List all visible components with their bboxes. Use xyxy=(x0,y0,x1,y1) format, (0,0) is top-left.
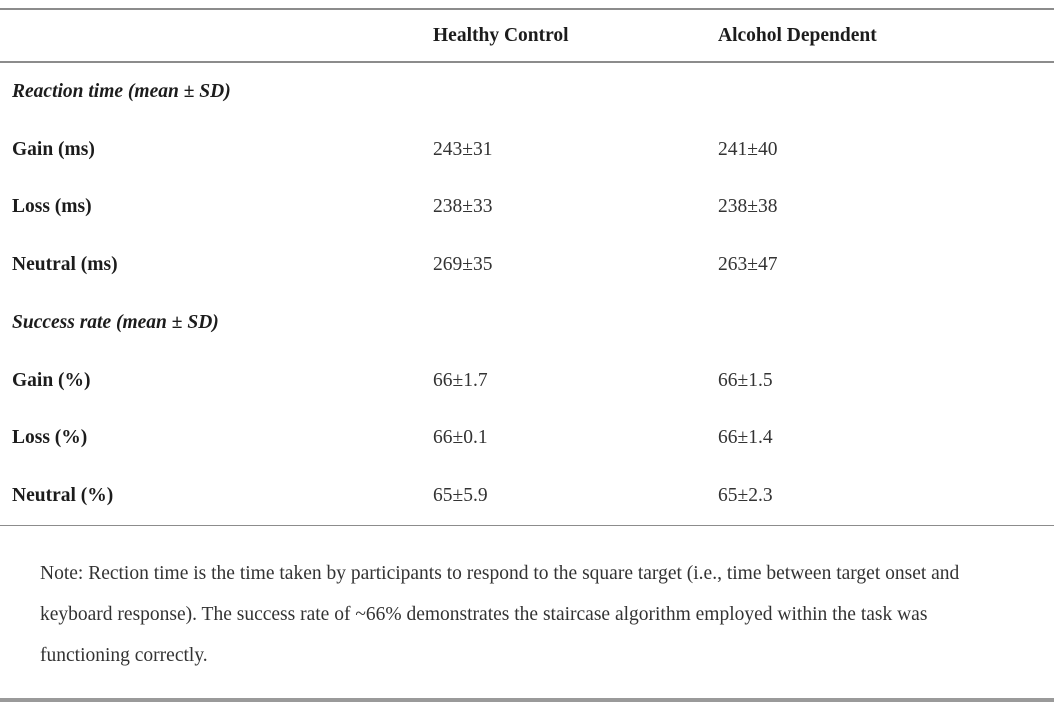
column-header-alcohol-dependent: Alcohol Dependent xyxy=(718,24,877,46)
table-row: Gain (ms) 243±31 241±40 xyxy=(0,121,1054,179)
table-note: Note: Rection time is the time taken by … xyxy=(40,563,960,666)
table-top-rule xyxy=(0,8,1054,10)
table-cell-alcohol-dependent: 65±2.3 xyxy=(718,485,773,507)
table-bottom-rule xyxy=(0,525,1054,526)
table-cell-alcohol-dependent: 263±47 xyxy=(718,254,778,276)
table-header-row: Healthy Control Alcohol Dependent xyxy=(0,10,1054,61)
top-margin xyxy=(0,0,1054,8)
table-cell-alcohol-dependent: 241±40 xyxy=(718,138,778,160)
section-header-success-rate: Success rate (mean ± SD) xyxy=(12,311,219,333)
row-label: Neutral (%) xyxy=(12,485,114,507)
header-bottom-rule xyxy=(0,61,1054,63)
table-row: Gain (%) 66±1.7 66±1.5 xyxy=(0,352,1054,410)
section-header-reaction-time: Reaction time (mean ± SD) xyxy=(12,80,231,102)
section-header-row: Reaction time (mean ± SD) xyxy=(0,63,1054,121)
row-label: Loss (%) xyxy=(12,427,88,449)
table-note-area: Note: Rection time is the time taken by … xyxy=(0,526,1054,698)
table-cell-healthy-control: 66±0.1 xyxy=(433,427,488,449)
row-label: Neutral (ms) xyxy=(12,254,118,276)
table-cell-healthy-control: 243±31 xyxy=(433,138,493,160)
table-cell-alcohol-dependent: 66±1.5 xyxy=(718,369,773,391)
table-row: Neutral (ms) 269±35 263±47 xyxy=(0,236,1054,294)
table-row: Loss (ms) 238±33 238±38 xyxy=(0,179,1054,237)
row-label: Gain (ms) xyxy=(12,138,95,160)
table-body: Reaction time (mean ± SD) Gain (ms) 243±… xyxy=(0,63,1054,525)
column-header-healthy-control: Healthy Control xyxy=(433,24,569,46)
table-cell-healthy-control: 65±5.9 xyxy=(433,485,488,507)
table-row: Neutral (%) 65±5.9 65±2.3 xyxy=(0,467,1054,525)
table-cell-healthy-control: 66±1.7 xyxy=(433,369,488,391)
page-bottom-rule xyxy=(0,698,1054,702)
table-row: Loss (%) 66±0.1 66±1.4 xyxy=(0,410,1054,468)
table-cell-alcohol-dependent: 66±1.4 xyxy=(718,427,773,449)
row-label: Gain (%) xyxy=(12,369,91,391)
table-cell-alcohol-dependent: 238±38 xyxy=(718,196,778,218)
table-cell-healthy-control: 269±35 xyxy=(433,254,493,276)
section-header-row: Success rate (mean ± SD) xyxy=(0,294,1054,352)
table-cell-healthy-control: 238±33 xyxy=(433,196,493,218)
row-label: Loss (ms) xyxy=(12,196,92,218)
